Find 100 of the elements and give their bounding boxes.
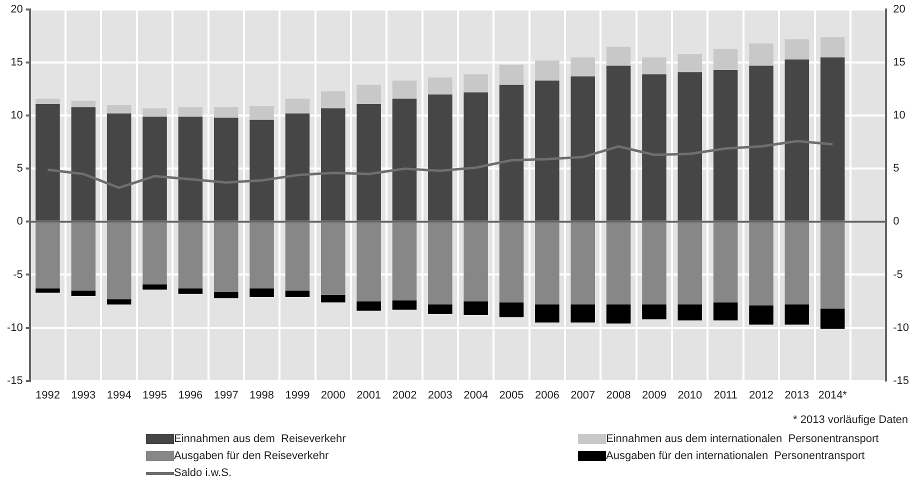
- y2-tick-label: 10: [893, 110, 906, 122]
- legend-label: Einnahmen aus dem internationalen Personentransport: [606, 433, 879, 445]
- bar: [713, 70, 738, 221]
- bar: [499, 64, 524, 85]
- bar: [285, 98, 310, 114]
- bar: [749, 44, 774, 66]
- bar: [749, 306, 774, 325]
- bar: [464, 222, 488, 302]
- bar: [678, 222, 702, 304]
- y-tick-label: 10: [10, 110, 23, 122]
- x-tick-label: 2002: [392, 389, 417, 402]
- bar: [178, 107, 203, 117]
- x-tick-label: 1992: [35, 389, 60, 402]
- bar: [784, 304, 810, 325]
- bar: [214, 292, 238, 298]
- x-tick-label: 2006: [534, 389, 560, 402]
- bar: [606, 46, 631, 66]
- x-tick-label: 2004: [464, 389, 488, 402]
- bar: [428, 304, 452, 314]
- x-tick-label: 1996: [178, 389, 203, 402]
- bar: [71, 107, 96, 221]
- y2-tick-label: 20: [893, 4, 906, 16]
- bar: [606, 222, 631, 304]
- bar: [356, 301, 381, 311]
- legend-label: Ausgaben für den Reiseverkehr: [174, 450, 329, 462]
- bar: [428, 222, 452, 304]
- x-tick-label: 2014*: [818, 389, 848, 402]
- bar: [570, 57, 595, 76]
- x-tick-label: 2007: [570, 389, 596, 402]
- x-tick-label: 1993: [71, 389, 96, 402]
- bar: [678, 72, 702, 221]
- y2-tick-label: 5: [893, 162, 900, 175]
- bar: [250, 288, 274, 298]
- x-tick-label: 1997: [214, 389, 238, 402]
- bar: [535, 304, 560, 322]
- bar: [285, 290, 310, 298]
- y-tick-label: -5: [13, 268, 23, 281]
- x-tick-label: 1999: [285, 389, 310, 402]
- bar: [713, 302, 738, 320]
- bar: [570, 304, 595, 322]
- bar: [106, 105, 132, 114]
- x-tick-label: 2008: [606, 389, 631, 402]
- bar: [250, 106, 274, 120]
- x-tick-label: 1998: [250, 389, 274, 402]
- x-tick-label: 2011: [714, 389, 738, 402]
- x-tick-label: 1995: [142, 389, 168, 402]
- bar: [392, 98, 417, 221]
- bar: [36, 222, 60, 289]
- bar: [428, 94, 452, 221]
- bar: [642, 222, 666, 304]
- x-tick-label: 2009: [642, 389, 666, 402]
- bar: [71, 290, 96, 296]
- x-tick-label: 2010: [678, 389, 702, 402]
- bar: [749, 66, 774, 221]
- bar: [321, 222, 346, 295]
- y2-tick-label: -15: [893, 374, 910, 387]
- bar: [820, 222, 845, 309]
- bar: [356, 104, 381, 221]
- bar: [178, 288, 203, 294]
- bar: [106, 222, 132, 300]
- bar: [642, 74, 666, 221]
- bar: [71, 222, 96, 291]
- bar: [214, 107, 238, 118]
- bar: [321, 108, 346, 221]
- bar: [214, 222, 238, 292]
- bar: [713, 48, 738, 70]
- bar: [71, 100, 96, 108]
- bar: [535, 60, 560, 81]
- legend-label: Einnahmen aus dem Reiseverkehr: [174, 433, 346, 445]
- legend-label: Ausgaben für den internationalen Personentransport: [606, 450, 865, 462]
- bar: [820, 57, 845, 221]
- bar: [642, 304, 666, 320]
- y-tick-label: 15: [10, 56, 23, 69]
- bar: [535, 222, 560, 304]
- bar: [784, 59, 810, 221]
- bar: [606, 304, 631, 324]
- bar: [142, 284, 167, 290]
- bar: [250, 222, 274, 289]
- x-tick-label: 2005: [499, 389, 524, 402]
- bar: [428, 77, 452, 94]
- x-tick-label: 2012: [748, 389, 774, 402]
- bar: [142, 222, 167, 284]
- bar: [142, 108, 167, 117]
- bar: [356, 222, 381, 302]
- y2-tick-label: 15: [893, 56, 906, 69]
- bar: [285, 222, 310, 291]
- bar: [36, 104, 60, 221]
- bar: [535, 80, 560, 221]
- bar: [392, 80, 417, 99]
- y-tick-label: 5: [16, 162, 23, 175]
- bar: [499, 84, 524, 221]
- bar: [678, 54, 702, 72]
- bar: [820, 37, 845, 58]
- bar: [392, 222, 417, 300]
- bar: [570, 222, 595, 304]
- y-tick-label: -10: [6, 322, 23, 334]
- bar: [285, 114, 310, 221]
- bar: [784, 39, 810, 60]
- bar: [499, 222, 524, 302]
- bar: [356, 84, 381, 104]
